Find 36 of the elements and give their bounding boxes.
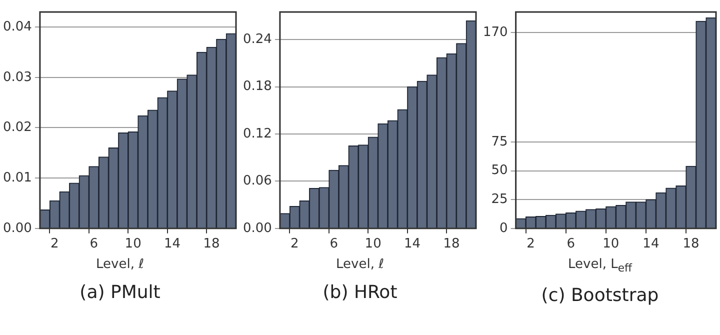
text: (c) Bootstrap [541,284,659,306]
y-tick-label: 0.00 [2,220,32,236]
x-tick-label: 10 [602,236,620,252]
y-tick-label: 170 [482,25,508,40]
x-tick-label: 6 [566,236,576,252]
x-tick-label: 14 [642,236,660,252]
y-tick-label: 0.02 [2,120,32,136]
y-tick-label: 0.24 [242,32,272,47]
y-tick-label: 0.04 [2,19,32,34]
y-tick-label: 0.00 [242,220,272,236]
x-tick-label: 6 [90,236,98,252]
x-axis-title: Level, ℓ [336,257,384,272]
text: (b) HRot [322,282,398,303]
x-tick-label: 18 [682,236,700,252]
text: (a) PMult [80,282,160,303]
x-axis-title: Level, L$_{eff}$ [568,257,632,275]
x-tick-label: 14 [164,236,181,252]
x-tick-label: 14 [404,236,421,252]
x-tick-label: 2 [290,236,299,252]
y-tick-label: 25 [491,192,508,207]
x-tick-label: 2 [526,236,535,252]
y-tick-label: 75 [491,134,508,150]
x-tick-label: 18 [443,236,460,252]
x-tick-label: 18 [203,236,220,252]
y-tick-label: 0.12 [242,126,272,142]
y-tick-label: 50 [491,163,508,178]
x-tick-label: 6 [330,236,338,252]
y-tick-label: 0 [500,220,508,236]
x-axis-title: Level, ℓ [96,257,144,272]
y-tick-label: 0.06 [242,174,272,189]
y-tick-label: 0.03 [2,70,32,85]
x-tick-label: 2 [50,236,59,252]
x-tick-label: 10 [364,236,382,252]
x-tick-label: 10 [124,236,142,252]
y-tick-label: 0.18 [242,79,272,94]
y-tick-label: 0.01 [2,170,32,186]
